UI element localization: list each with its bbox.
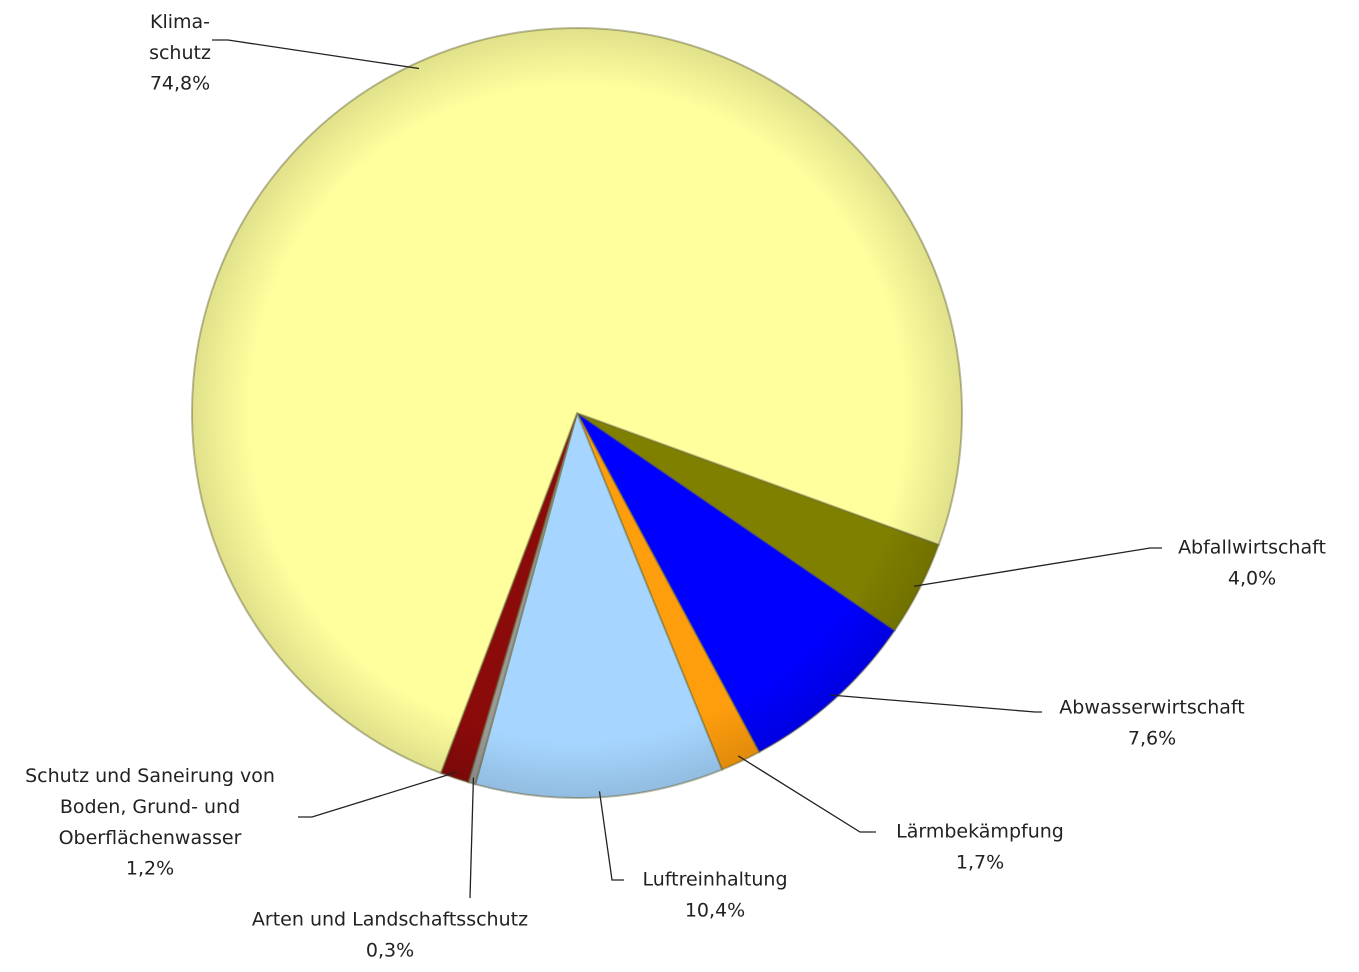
category-label: Arten und Landschaftsschutz: [252, 909, 528, 931]
labels: Abfallwirtschaft 4,0% Abwasserwirtschaft 7,…: [25, 11, 1326, 962]
category-label: Lärmbekämpfung: [896, 821, 1064, 843]
category-label: Luftreinhaltung: [642, 869, 787, 891]
value-label: 4,0%: [1228, 568, 1276, 590]
value-label: 74,8%: [150, 73, 210, 95]
value-label: 1,7%: [956, 852, 1004, 874]
category-label: Schutz und Saneirung von Boden, Grund- un…: [25, 765, 275, 849]
category-label: Abfallwirtschaft: [1178, 537, 1326, 559]
leader-line: [469, 777, 475, 899]
leader-line: [737, 755, 876, 833]
leader-line: [212, 39, 420, 70]
leader-line: [598, 791, 624, 881]
value-label: 1,2%: [126, 858, 174, 880]
category-label: Abwasserwirtschaft: [1059, 697, 1244, 719]
leader-line: [830, 694, 1042, 713]
category-label: Klima-schutz: [149, 11, 211, 64]
value-label: 0,3%: [366, 940, 414, 962]
value-label: 7,6%: [1128, 728, 1176, 750]
pie: [191, 27, 963, 799]
value-label: 10,4%: [685, 900, 745, 922]
leader-line: [913, 547, 1162, 587]
leader-line: [298, 771, 457, 818]
